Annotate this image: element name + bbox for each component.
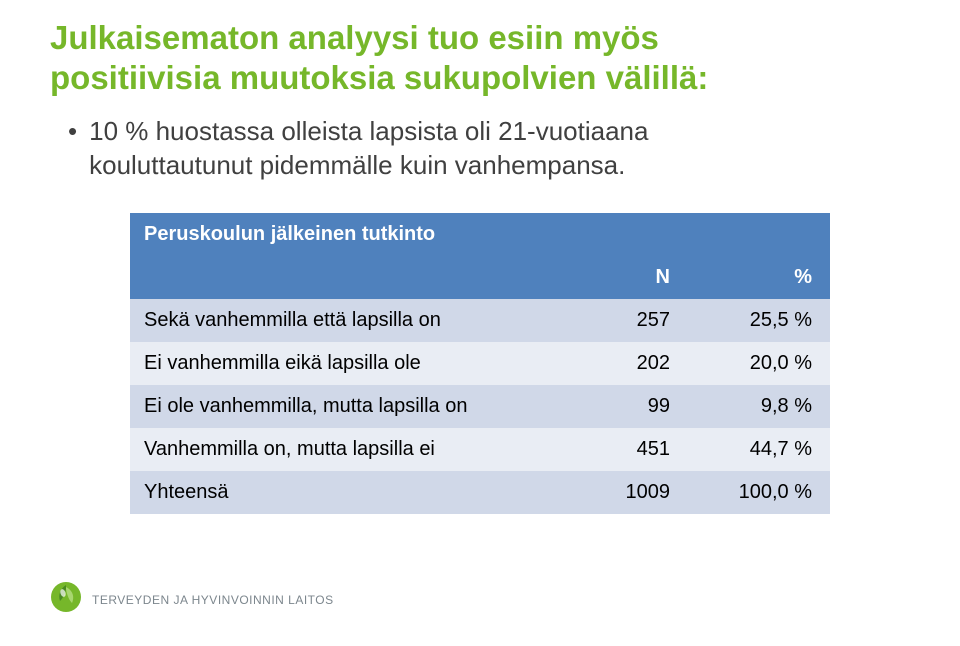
- table-container: Peruskoulun jälkeinen tutkinto N % Sekä …: [130, 213, 830, 514]
- cell-n: 202: [574, 342, 688, 385]
- table-row: Vanhemmilla on, mutta lapsilla ei45144,7…: [130, 428, 830, 471]
- title-line-1: Julkaisematon analyysi tuo esiin myös: [50, 18, 910, 58]
- table-row: Ei ole vanhemmilla, mutta lapsilla on999…: [130, 385, 830, 428]
- header-left: Peruskoulun jälkeinen tutkinto: [130, 213, 574, 299]
- cell-n: 1009: [574, 471, 688, 514]
- cell-label: Ei vanhemmilla eikä lapsilla ole: [130, 342, 574, 385]
- cell-pct: 9,8 %: [688, 385, 830, 428]
- bullet-line-2: kouluttautunut pidemmälle kuin vanhempan…: [89, 150, 625, 180]
- table-row: Ei vanhemmilla eikä lapsilla ole20220,0 …: [130, 342, 830, 385]
- bullet-item: • 10 % huostassa olleista lapsista oli 2…: [68, 115, 910, 183]
- header-n: N: [574, 213, 688, 299]
- header-pct: %: [688, 213, 830, 299]
- cell-pct: 20,0 %: [688, 342, 830, 385]
- logo-icon: [50, 581, 82, 618]
- cell-pct: 44,7 %: [688, 428, 830, 471]
- cell-label: Ei ole vanhemmilla, mutta lapsilla on: [130, 385, 574, 428]
- cell-label: Yhteensä: [130, 471, 574, 514]
- bullet-block: • 10 % huostassa olleista lapsista oli 2…: [50, 115, 910, 183]
- cell-n: 451: [574, 428, 688, 471]
- title-line-2: positiivisia muutoksia sukupolvien välil…: [50, 58, 910, 98]
- bullet-dot-icon: •: [68, 115, 77, 149]
- cell-label: Vanhemmilla on, mutta lapsilla ei: [130, 428, 574, 471]
- cell-pct: 25,5 %: [688, 299, 830, 342]
- data-table: Peruskoulun jälkeinen tutkinto N % Sekä …: [130, 213, 830, 514]
- cell-pct: 100,0 %: [688, 471, 830, 514]
- footer: TERVEYDEN JA HYVINVOINNIN LAITOS: [50, 581, 334, 618]
- cell-n: 257: [574, 299, 688, 342]
- bullet-line-1: 10 % huostassa olleista lapsista oli 21-…: [89, 116, 648, 146]
- slide-title: Julkaisematon analyysi tuo esiin myös po…: [50, 18, 910, 97]
- table-row: Yhteensä1009100,0 %: [130, 471, 830, 514]
- header-left-text: Peruskoulun jälkeinen tutkinto: [144, 223, 435, 245]
- cell-n: 99: [574, 385, 688, 428]
- cell-label: Sekä vanhemmilla että lapsilla on: [130, 299, 574, 342]
- table-body: Sekä vanhemmilla että lapsilla on25725,5…: [130, 299, 830, 514]
- footer-text: TERVEYDEN JA HYVINVOINNIN LAITOS: [92, 593, 334, 607]
- table-row: Sekä vanhemmilla että lapsilla on25725,5…: [130, 299, 830, 342]
- bullet-text: 10 % huostassa olleista lapsista oli 21-…: [89, 115, 648, 183]
- table-header-row: Peruskoulun jälkeinen tutkinto N %: [130, 213, 830, 299]
